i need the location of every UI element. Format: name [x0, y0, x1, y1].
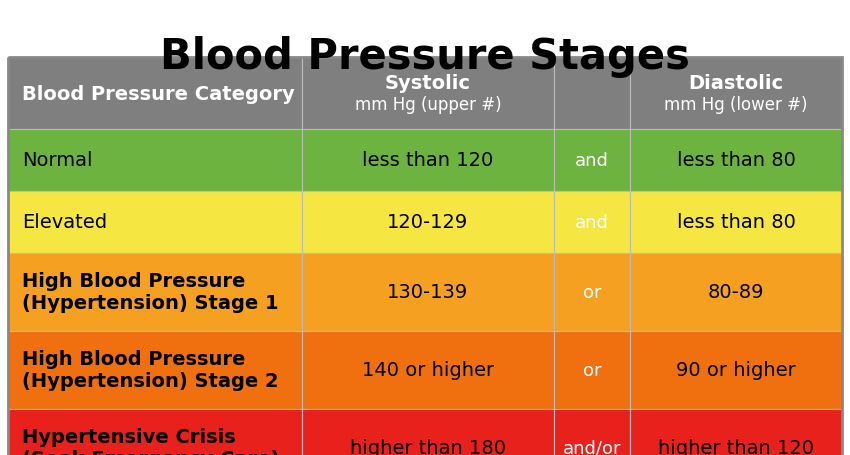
Bar — [302, 58, 554, 130]
Text: Systolic: Systolic — [385, 74, 471, 92]
Text: less than 120: less than 120 — [362, 151, 494, 170]
Text: Diastolic: Diastolic — [688, 74, 784, 92]
Bar — [302, 331, 554, 409]
Text: and/or: and/or — [563, 439, 621, 455]
Text: higher than 120: higher than 120 — [658, 439, 814, 455]
Text: mm Hg (upper #): mm Hg (upper #) — [354, 96, 502, 114]
Text: and: and — [575, 152, 609, 170]
Bar — [554, 130, 630, 192]
Text: Blood Pressure Category: Blood Pressure Category — [22, 84, 295, 103]
Bar — [554, 253, 630, 331]
Text: less than 80: less than 80 — [677, 151, 796, 170]
Text: Hypertensive Crisis
(Seek Emergency Care): Hypertensive Crisis (Seek Emergency Care… — [22, 428, 280, 455]
Bar — [554, 192, 630, 253]
Bar — [8, 192, 302, 253]
Bar — [302, 409, 554, 455]
Bar — [302, 253, 554, 331]
Bar — [8, 58, 302, 130]
Text: mm Hg (lower #): mm Hg (lower #) — [664, 96, 808, 114]
Bar — [630, 192, 842, 253]
Bar — [8, 331, 302, 409]
Text: 90 or higher: 90 or higher — [676, 361, 796, 379]
Bar — [554, 331, 630, 409]
Bar — [8, 409, 302, 455]
Text: higher than 180: higher than 180 — [350, 439, 506, 455]
Bar — [302, 192, 554, 253]
Text: Blood Pressure Stages: Blood Pressure Stages — [160, 36, 690, 78]
Text: Elevated: Elevated — [22, 213, 107, 232]
Text: or: or — [583, 283, 601, 301]
Bar — [630, 58, 842, 130]
Bar — [630, 253, 842, 331]
Bar — [554, 409, 630, 455]
Text: 120-129: 120-129 — [388, 213, 468, 232]
Text: 80-89: 80-89 — [708, 283, 764, 302]
Bar — [630, 331, 842, 409]
Text: 130-139: 130-139 — [388, 283, 468, 302]
Bar — [8, 253, 302, 331]
Text: High Blood Pressure
(Hypertension) Stage 2: High Blood Pressure (Hypertension) Stage… — [22, 350, 279, 391]
Text: High Blood Pressure
(Hypertension) Stage 1: High Blood Pressure (Hypertension) Stage… — [22, 272, 279, 313]
Bar — [630, 409, 842, 455]
Bar — [8, 130, 302, 192]
Text: less than 80: less than 80 — [677, 213, 796, 232]
Text: and: and — [575, 213, 609, 232]
Bar — [302, 130, 554, 192]
Text: or: or — [583, 361, 601, 379]
Bar — [630, 130, 842, 192]
Text: 140 or higher: 140 or higher — [362, 361, 494, 379]
Text: Normal: Normal — [22, 151, 93, 170]
Bar — [554, 58, 630, 130]
